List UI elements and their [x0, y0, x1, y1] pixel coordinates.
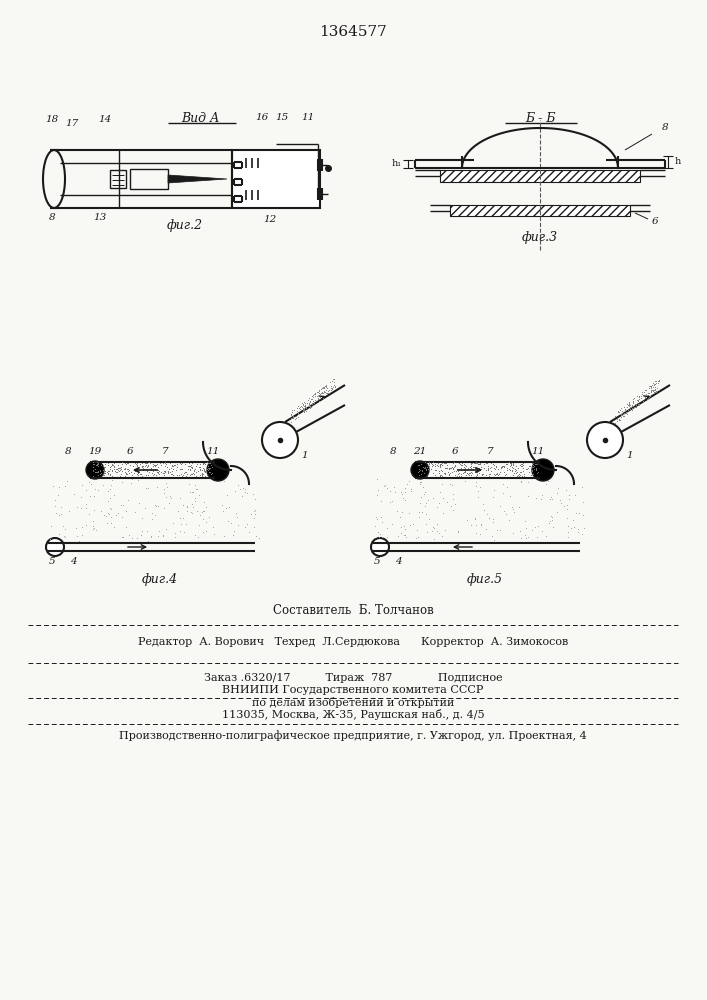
Text: Составитель  Б. Толчанов: Составитель Б. Толчанов	[273, 603, 433, 616]
Text: 4: 4	[395, 558, 402, 566]
Text: 1364577: 1364577	[319, 25, 387, 39]
Text: 1: 1	[626, 450, 633, 460]
Bar	[232, 150, 320, 208]
Text: 8: 8	[390, 448, 397, 456]
Bar	[110, 170, 126, 188]
Text: 16: 16	[255, 113, 269, 122]
Text: Редактор  А. Ворович   Техред  Л.Сердюкова      Корректор  А. Зимокосов: Редактор А. Ворович Техред Л.Сердюкова К…	[138, 637, 568, 647]
Text: 11: 11	[532, 448, 544, 456]
Text: 18: 18	[45, 115, 59, 124]
Bar	[130, 169, 168, 189]
Text: 5: 5	[374, 558, 380, 566]
Text: по делам изобретений и открытий: по делам изобретений и открытий	[252, 696, 454, 708]
Text: 8: 8	[64, 448, 71, 456]
Text: 21: 21	[414, 448, 426, 456]
Text: 11: 11	[206, 448, 220, 456]
Bar	[440, 170, 640, 182]
Circle shape	[262, 422, 298, 458]
Circle shape	[86, 461, 104, 479]
Polygon shape	[168, 175, 227, 183]
Circle shape	[532, 459, 554, 481]
Text: 6: 6	[127, 448, 134, 456]
Text: 5: 5	[49, 558, 55, 566]
Text: 8: 8	[49, 214, 55, 223]
Text: Б - Б: Б - Б	[525, 111, 555, 124]
Text: h₁: h₁	[392, 159, 402, 168]
Text: фиг.2: фиг.2	[167, 219, 203, 232]
Text: 7: 7	[486, 448, 493, 456]
Text: h: h	[675, 157, 681, 166]
Text: Производственно-полиграфическое предприятие, г. Ужгород, ул. Проектная, 4: Производственно-полиграфическое предприя…	[119, 731, 587, 741]
Text: 17: 17	[65, 118, 78, 127]
Text: 12: 12	[264, 216, 276, 225]
Text: 6: 6	[452, 448, 458, 456]
Text: 7: 7	[162, 448, 168, 456]
Text: 15: 15	[275, 113, 288, 122]
Circle shape	[371, 538, 389, 556]
Bar	[450, 205, 630, 216]
Text: фиг.4: фиг.4	[142, 574, 178, 586]
Circle shape	[411, 461, 429, 479]
Text: ВНИИПИ Государственного комитета СССР: ВНИИПИ Государственного комитета СССР	[222, 685, 484, 695]
Text: 13: 13	[93, 214, 107, 223]
Text: 11: 11	[301, 113, 315, 122]
Text: Заказ .6320/17          Тираж  787             Подписное: Заказ .6320/17 Тираж 787 Подписное	[204, 673, 502, 683]
Circle shape	[587, 422, 623, 458]
Text: Вид А: Вид А	[181, 111, 219, 124]
Text: фиг.5: фиг.5	[467, 574, 503, 586]
Circle shape	[207, 459, 229, 481]
Text: 14: 14	[98, 115, 112, 124]
Text: 8: 8	[662, 123, 668, 132]
Text: фиг.3: фиг.3	[522, 232, 558, 244]
Text: 113035, Москва, Ж-35, Раушская наб., д. 4/5: 113035, Москва, Ж-35, Раушская наб., д. …	[222, 708, 484, 720]
Text: 19: 19	[88, 448, 102, 456]
Circle shape	[46, 538, 64, 556]
Text: 1: 1	[302, 450, 308, 460]
Text: 4: 4	[70, 558, 76, 566]
Text: 6: 6	[652, 218, 658, 227]
